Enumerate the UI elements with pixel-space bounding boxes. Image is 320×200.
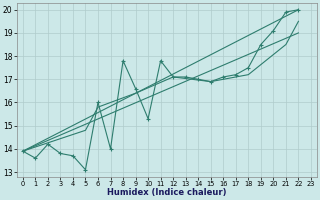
- X-axis label: Humidex (Indice chaleur): Humidex (Indice chaleur): [107, 188, 227, 197]
